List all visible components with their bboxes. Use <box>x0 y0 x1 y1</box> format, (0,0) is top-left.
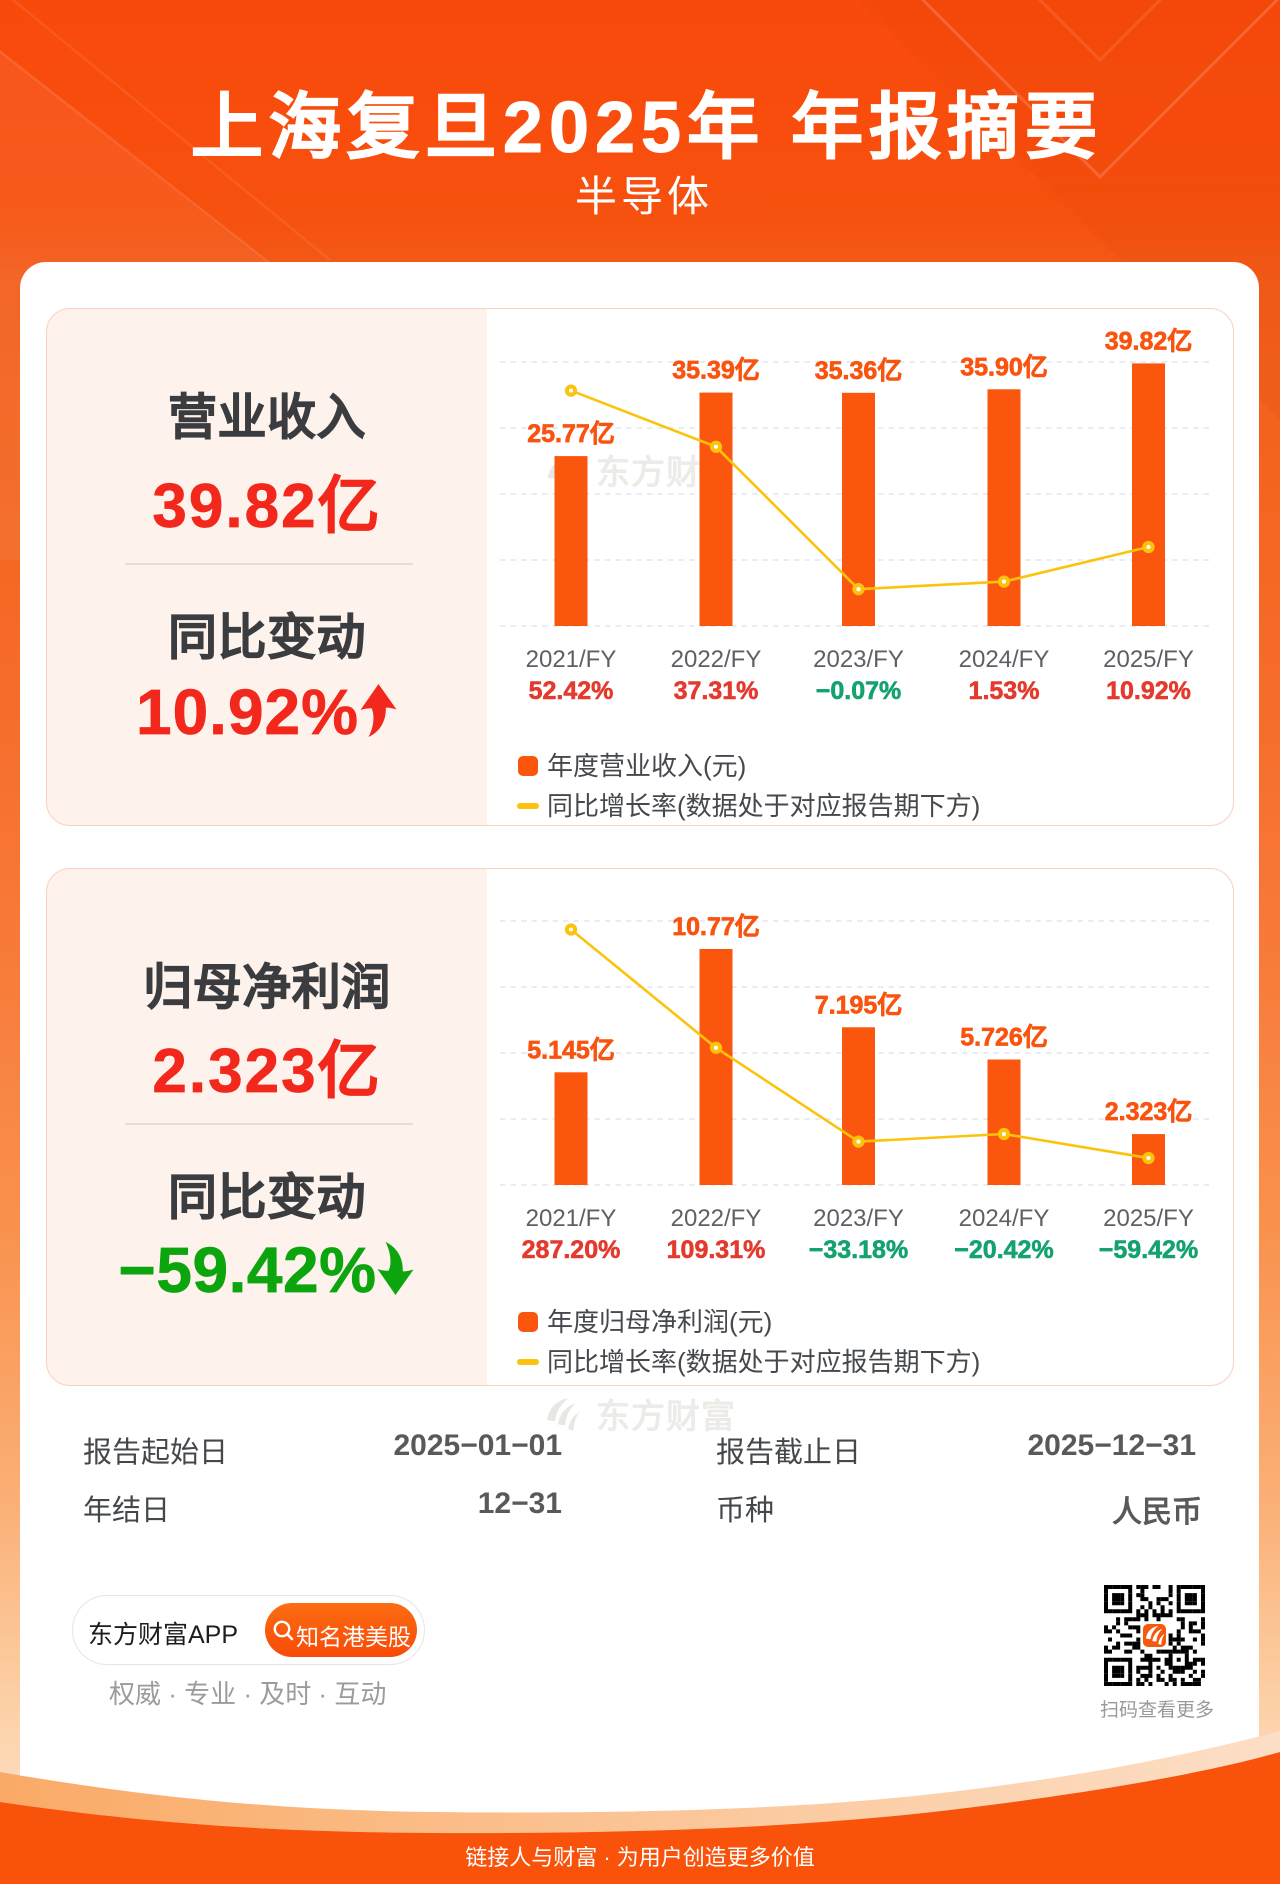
svg-text:37.31%: 37.31% <box>674 677 759 705</box>
svg-text:年度归母净利润(元): 年度归母净利润(元) <box>547 1307 772 1337</box>
svg-text:39.82亿: 39.82亿 <box>1105 327 1193 355</box>
svg-text:7.195亿: 7.195亿 <box>815 991 903 1019</box>
svg-text:2021/FY: 2021/FY <box>526 646 617 673</box>
svg-text:2021/FY: 2021/FY <box>526 1205 617 1232</box>
svg-text:−20.42%: −20.42% <box>954 1236 1053 1264</box>
svg-text:东方财富: 东方财富 <box>596 1397 736 1436</box>
svg-text:−59.42%: −59.42% <box>1099 1236 1198 1264</box>
svg-text:2022/FY: 2022/FY <box>671 646 762 673</box>
svg-text:−33.18%: −33.18% <box>809 1236 908 1264</box>
svg-text:5.145亿: 5.145亿 <box>527 1036 615 1064</box>
svg-text:287.20%: 287.20% <box>522 1236 621 1264</box>
svg-text:同比增长率(数据处于对应报告期下方): 同比增长率(数据处于对应报告期下方) <box>547 791 980 821</box>
svg-text:35.36亿: 35.36亿 <box>815 357 903 385</box>
svg-text:10.92%: 10.92% <box>1106 677 1191 705</box>
svg-text:2022/FY: 2022/FY <box>671 1205 762 1232</box>
svg-text:10.77亿: 10.77亿 <box>672 913 760 941</box>
svg-text:35.90亿: 35.90亿 <box>960 353 1048 381</box>
svg-text:35.39亿: 35.39亿 <box>672 357 760 385</box>
svg-text:2023/FY: 2023/FY <box>813 646 904 673</box>
svg-text:2023/FY: 2023/FY <box>813 1205 904 1232</box>
svg-text:2.323亿: 2.323亿 <box>1105 1098 1193 1126</box>
svg-text:5.726亿: 5.726亿 <box>960 1024 1048 1052</box>
svg-text:年度营业收入(元): 年度营业收入(元) <box>547 751 746 781</box>
svg-text:2025/FY: 2025/FY <box>1103 646 1194 673</box>
svg-text:2025/FY: 2025/FY <box>1103 1205 1194 1232</box>
svg-text:2024/FY: 2024/FY <box>959 1205 1050 1232</box>
svg-text:109.31%: 109.31% <box>667 1236 766 1264</box>
svg-text:2024/FY: 2024/FY <box>959 646 1050 673</box>
svg-text:1.53%: 1.53% <box>969 677 1040 705</box>
svg-text:−0.07%: −0.07% <box>816 677 902 705</box>
svg-text:25.77亿: 25.77亿 <box>527 420 615 448</box>
svg-text:52.42%: 52.42% <box>529 677 614 705</box>
svg-text:同比增长率(数据处于对应报告期下方): 同比增长率(数据处于对应报告期下方) <box>547 1347 980 1377</box>
